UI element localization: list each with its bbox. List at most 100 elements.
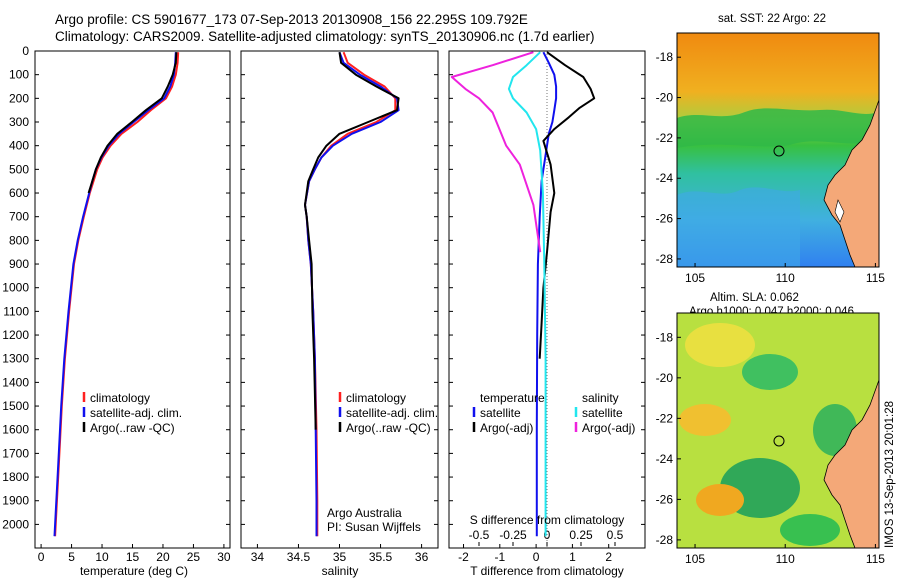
depth-tick-label: 1200 xyxy=(2,328,29,342)
depth-axis: 0 100 200 300 400 500 600 700 800 900 1000 1100 1200… xyxy=(2,44,645,531)
sst-map-title: sat. SST: 22 Argo: 22 xyxy=(718,13,827,25)
tdiff-tick-label: 2 xyxy=(605,550,612,564)
sdiff-line-argo xyxy=(450,51,542,253)
salinity-tick-label: 35 xyxy=(333,550,347,564)
salinity-tick-label: 35.5 xyxy=(369,550,393,564)
sla-map-frame xyxy=(676,312,880,549)
map-lon-label: 110 xyxy=(776,552,795,566)
map-lon-label: 105 xyxy=(685,271,705,285)
map-lat-label: -28 xyxy=(656,252,674,266)
map-lon-label: 110 xyxy=(776,271,795,285)
map-lat-label: -28 xyxy=(656,533,674,547)
salinity-legend: climatology satellite-adj. clim. Argo(..… xyxy=(327,391,438,534)
sst-land xyxy=(823,99,879,267)
depth-tick-label: 2000 xyxy=(2,517,29,531)
map-lat-label: -20 xyxy=(656,371,674,385)
sla-patch xyxy=(780,514,840,546)
legend-climatology: climatology xyxy=(90,391,150,405)
depth-tick-label: 100 xyxy=(9,68,29,82)
legend-climatology: climatology xyxy=(346,391,406,405)
legend-t-argo: Argo(-adj) xyxy=(480,421,533,435)
legend-argo: Argo(..raw -QC) xyxy=(346,421,431,435)
depth-tick-label: 800 xyxy=(9,233,29,247)
temperature-legend: climatology satellite-adj. clim. Argo(..… xyxy=(82,391,182,435)
map-lat-label: -18 xyxy=(656,50,674,64)
difference-legend: temperature salinity satellite Argo(-adj… xyxy=(472,391,635,435)
depth-tick-label: 1100 xyxy=(3,304,29,318)
map-lat-label: -22 xyxy=(656,131,674,145)
legend-argo: Argo(..raw -QC) xyxy=(90,421,175,435)
legend-s-satellite: satellite xyxy=(582,406,623,420)
depth-tick-label: 500 xyxy=(9,162,29,176)
depth-tick-label: 900 xyxy=(9,257,29,271)
salinity-tick-label: 36 xyxy=(415,550,429,564)
depth-tick-label: 1800 xyxy=(2,470,29,484)
map-lon-label: 115 xyxy=(866,552,885,566)
temperature-tick-label: 25 xyxy=(187,550,201,564)
legend-s-argo: Argo(-adj) xyxy=(582,421,635,435)
temperature-x-axis: 0 5 10 15 20 25 30 xyxy=(38,544,231,564)
depth-tick-label: 700 xyxy=(9,210,29,224)
salinity-x-axis: 34 34.5 35 35.5 36 xyxy=(251,544,429,564)
sdiff-tick-label: -0.5 xyxy=(469,528,490,542)
difference-axes xyxy=(448,50,646,549)
map-lat-label: -22 xyxy=(656,411,674,425)
difference-top-xlabel: S difference from climatology xyxy=(470,513,625,527)
sst-map-axes: 105 110 115 -18 -20 -22 -24 -26 -28 xyxy=(656,50,886,285)
temperature-tick-label: 5 xyxy=(68,550,75,564)
legend-t-satellite: satellite xyxy=(480,406,521,420)
depth-tick-label: 1900 xyxy=(2,494,29,508)
tdiff-tick-label: 1 xyxy=(569,550,576,564)
temperature-line-argo xyxy=(87,52,178,194)
sla-map-title-line1: Altim. SLA: 0.062 xyxy=(710,292,799,304)
sla-patch xyxy=(742,354,798,390)
legend-header-temperature: temperature xyxy=(480,391,545,405)
sst-island xyxy=(834,199,845,223)
figure-title-line1: Argo profile: CS 5901677_173 07-Sep-2013… xyxy=(55,12,528,27)
sst-map-frame xyxy=(676,32,880,268)
legend-satellite: satellite-adj. clim. xyxy=(90,406,182,420)
map-lat-label: -24 xyxy=(656,171,674,185)
depth-tick-label: 1000 xyxy=(2,281,29,295)
tdiff-tick-label: -2 xyxy=(458,550,469,564)
temperature-tick-label: 10 xyxy=(95,550,109,564)
depth-tick-label: 1600 xyxy=(2,423,29,437)
sdiff-tick-label: 0.5 xyxy=(607,528,624,542)
map-lat-label: -26 xyxy=(656,212,674,226)
map-lat-label: -26 xyxy=(656,492,674,506)
depth-tick-label: 1500 xyxy=(2,399,29,413)
sla-map-axes: 105 110 115 -18 -20 -22 -24 -26 -28 xyxy=(656,330,886,566)
sdiff-tick-label: -0.25 xyxy=(499,528,527,542)
map-lat-label: -24 xyxy=(656,452,674,466)
temperature-line-climatology xyxy=(54,52,180,537)
map-lon-label: 115 xyxy=(866,271,885,285)
sla-patch xyxy=(696,484,744,516)
temperature-tick-label: 0 xyxy=(38,550,45,564)
temperature-tick-label: 20 xyxy=(156,550,170,564)
depth-tick-label: 300 xyxy=(9,115,29,129)
sdiff-tick-label: 0 xyxy=(544,528,551,542)
depth-tick-label: 1400 xyxy=(2,375,29,389)
temperature-xlabel: temperature (deg C) xyxy=(80,564,188,578)
depth-tick-label: 400 xyxy=(9,139,29,153)
depth-tick-label: 600 xyxy=(9,186,29,200)
salinity-line-satellite xyxy=(304,51,400,537)
temperature-tick-label: 15 xyxy=(126,550,140,564)
sla-map: 105 110 115 -18 -20 -22 -24 -26 -28 xyxy=(656,312,886,566)
salinity-difference-axis: -0.5 -0.25 0 0.25 0.5 xyxy=(469,528,624,546)
tdiff-tick-label: -1 xyxy=(494,550,505,564)
depth-tick-label: 1300 xyxy=(2,352,29,366)
salinity-line-climatology xyxy=(304,51,397,537)
tdiff-tick-label: 0 xyxy=(533,550,540,564)
legend-header-salinity: salinity xyxy=(582,391,619,405)
map-lon-label: 105 xyxy=(685,552,705,566)
depth-tick-label: 0 xyxy=(22,44,29,58)
sla-patch xyxy=(679,404,731,436)
figure-title-line2: Climatology: CARS2009. Satellite-adjuste… xyxy=(55,29,595,44)
legend-satellite: satellite-adj. clim. xyxy=(346,406,438,420)
salinity-tick-label: 34 xyxy=(251,550,265,564)
annotation-argo-australia: Argo Australia xyxy=(327,506,402,520)
sdiff-tick-label: 0.25 xyxy=(569,528,593,542)
depth-tick-label: 1700 xyxy=(2,446,29,460)
